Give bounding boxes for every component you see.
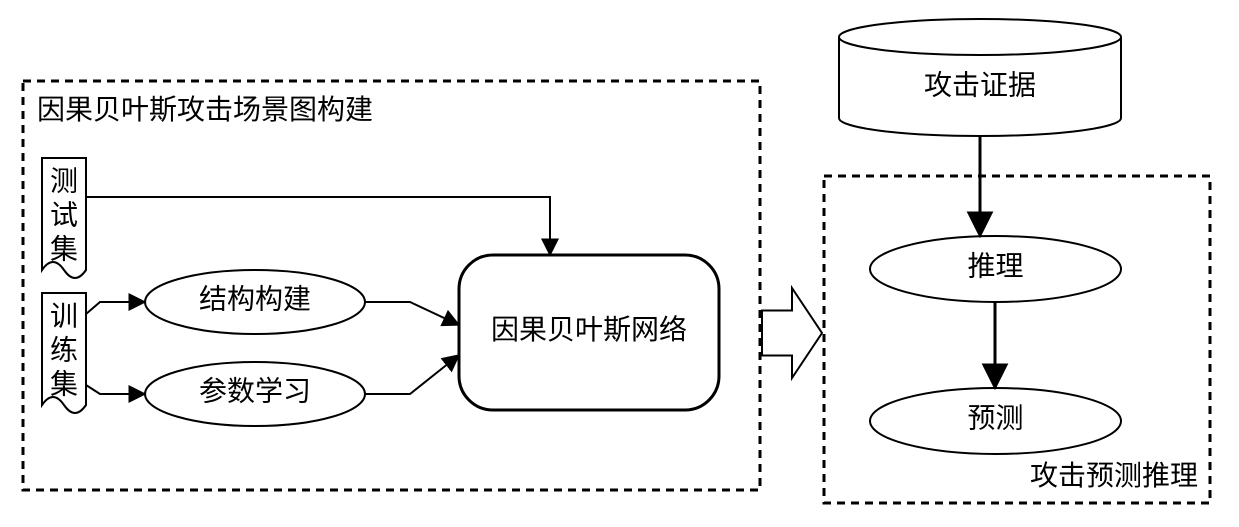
edge <box>365 302 459 325</box>
node-label: 攻击证据 <box>924 70 1036 102</box>
node-bayes_net: 因果贝叶斯网络 <box>459 255 719 410</box>
node-train_set: 训练集 <box>42 293 86 413</box>
svg-text:试: 试 <box>50 199 78 231</box>
node-label: 推理 <box>967 250 1023 282</box>
svg-text:练: 练 <box>50 334 78 366</box>
node-param: 参数学习 <box>145 362 365 426</box>
block-arrow <box>762 288 822 378</box>
svg-text:测: 测 <box>50 166 78 197</box>
panel-title: 攻击预测推理 <box>1030 460 1198 492</box>
node-struct: 结构构建 <box>145 270 365 334</box>
svg-text:集: 集 <box>50 233 78 265</box>
node-reason: 推理 <box>870 236 1121 302</box>
edge <box>86 197 550 255</box>
panel-title: 因果贝叶斯攻击场景图构建 <box>37 94 373 126</box>
edge <box>86 385 145 394</box>
svg-text:训: 训 <box>50 301 78 332</box>
node-label: 结构构建 <box>199 283 311 315</box>
edge <box>86 302 145 314</box>
node-evidence: 攻击证据 <box>839 19 1121 136</box>
node-label: 参数学习 <box>199 375 311 407</box>
node-label: 预测 <box>967 403 1023 434</box>
svg-text:集: 集 <box>50 368 78 400</box>
edge <box>365 355 459 394</box>
node-test_set: 测试集 <box>42 158 86 278</box>
node-label: 因果贝叶斯网络 <box>491 314 687 346</box>
node-predict: 预测 <box>870 388 1121 454</box>
